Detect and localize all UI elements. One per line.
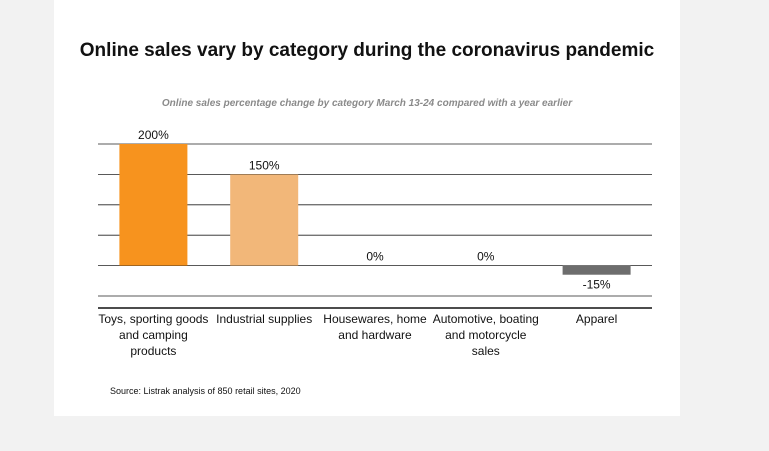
category-label: Housewares, home and hardware	[323, 312, 427, 342]
bar	[230, 174, 299, 266]
bar	[119, 144, 188, 266]
chart-subtitle: Online sales percentage change by catego…	[161, 98, 573, 109]
chart-title: Online sales vary by category during the…	[79, 40, 655, 61]
category-label: Industrial supplies	[216, 312, 313, 326]
bar	[562, 265, 631, 275]
chart-card: Online sales vary by category during the…	[54, 0, 680, 416]
data-label: -15%	[583, 278, 611, 292]
category-label: Apparel	[575, 312, 618, 326]
gridlines	[98, 143, 652, 309]
data-label: 0%	[477, 250, 495, 264]
data-label: 200%	[138, 128, 169, 142]
category-label: Toys, sporting goods and camping product…	[98, 312, 209, 358]
source-note: Source: Listrak analysis of 850 retail s…	[110, 386, 301, 396]
data-label: 150%	[249, 158, 280, 172]
data-labels: 200% 150% 0% 0% -15%	[138, 128, 611, 292]
bar-chart-plot: 200% 150% 0% 0% -15%	[98, 128, 652, 309]
data-label: 0%	[366, 250, 384, 264]
category-label: Automotive, boating and motorcycle sales	[432, 312, 539, 358]
bars	[119, 144, 631, 275]
